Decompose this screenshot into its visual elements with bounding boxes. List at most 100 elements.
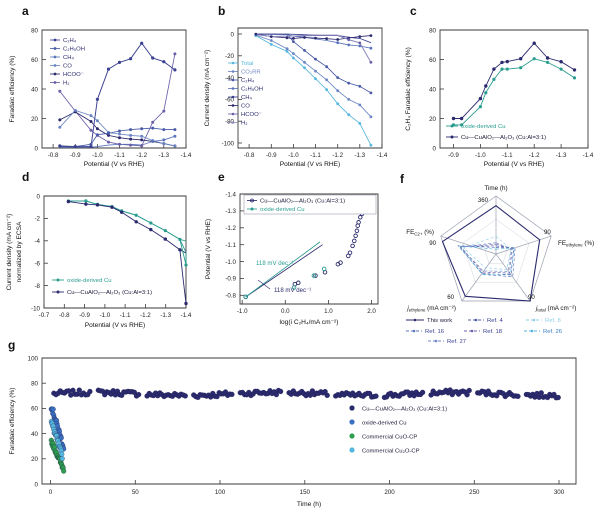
- svg-text:-0.9: -0.9: [266, 152, 277, 159]
- svg-text:50: 50: [132, 489, 139, 496]
- panel-c-label: c: [410, 4, 417, 18]
- svg-text:-60: -60: [225, 97, 235, 104]
- svg-text:80: 80: [429, 27, 436, 34]
- panel-c-axes: [439, 29, 589, 149]
- radar-max-bottom-right: 90: [528, 294, 535, 301]
- radar-axis-left: FEC2+ (%): [406, 229, 434, 237]
- panel-d-xlabel: Potential (V vs RHE): [85, 322, 145, 329]
- panel-g-points-oxide: [48, 406, 67, 452]
- legend-item-co2rr: CO₂RR: [241, 70, 261, 76]
- panel-e-ylabel: Potential (V vs RHE): [205, 219, 212, 279]
- panel-b-legend: Total CO₂RR C₂H₄ C₂H₅OH CH₄ CO HCOO⁻ H₂: [228, 61, 263, 127]
- legend-item-oxide-derived-cu: oxide-derived Cu: [362, 420, 407, 426]
- radar-max-bottom-left: 60: [447, 294, 454, 301]
- svg-text:-0.9: -0.9: [448, 152, 459, 159]
- panel-e-points-teal: [243, 266, 327, 300]
- panel-c-chart: -0.9 -1.0 -1.1 -1.2 -1.3 -1.4 0 20 40 60…: [405, 27, 594, 168]
- svg-text:-1.4: -1.4: [225, 191, 236, 198]
- legend-item-ch4: CH₄: [241, 95, 253, 101]
- legend-item-ch4: CH₄: [63, 55, 75, 61]
- panel-e-ytick-labels: -1.4 -1.3 -1.2 -1.1 -1.0 -0.9 -0.8: [225, 191, 236, 299]
- panel-b-series: [255, 33, 372, 146]
- panel-d-ylabel-line2: normalized by ECSA: [16, 221, 23, 282]
- panel-c-xlabel: Potential (V vs RHE): [484, 161, 544, 168]
- svg-text:-1.1: -1.1: [120, 312, 131, 319]
- legend-item-commercial-cuo-cp: Commercial CuO-CP: [362, 434, 417, 440]
- legend-item-oxide-derived-cu: oxide-derived Cu: [260, 207, 305, 213]
- svg-text:-0.7: -0.7: [39, 312, 50, 319]
- panel-e-tafel-lines: [245, 241, 323, 298]
- svg-text:-1.4: -1.4: [181, 152, 192, 159]
- svg-text:-0.9: -0.9: [70, 152, 81, 159]
- radar-axis-top: Time (h): [484, 185, 507, 192]
- svg-text:-0.9: -0.9: [225, 276, 236, 283]
- svg-text:-1.0: -1.0: [237, 308, 248, 315]
- legend-item-c2h4: C₂H₄: [63, 38, 77, 44]
- panel-b-label: b: [218, 4, 226, 18]
- svg-text:-1.2: -1.2: [136, 152, 147, 159]
- svg-text:150: 150: [300, 489, 311, 496]
- panel-e-xlabel: log(i C₂H₄/mA cm⁻²): [280, 319, 339, 326]
- svg-text:-0.8: -0.8: [48, 152, 59, 159]
- panel-c-ylabel: C₂H₄ Faradaic efficiency (%): [405, 47, 412, 131]
- panel-g-chart: 0 50 100 150 200 250 300 0 20 40 60 80 1…: [9, 355, 577, 508]
- panel-f: f: [392, 168, 600, 345]
- svg-text:-1.2: -1.2: [140, 312, 151, 319]
- svg-text:2.0: 2.0: [367, 308, 376, 315]
- svg-text:20: 20: [31, 456, 38, 463]
- panel-e-label: e: [218, 170, 225, 184]
- svg-text:80: 80: [31, 27, 38, 34]
- svg-text:20: 20: [31, 116, 38, 123]
- svg-text:-1.2: -1.2: [225, 225, 236, 232]
- svg-text:-8: -8: [34, 283, 40, 290]
- panel-d-label: d: [22, 170, 30, 184]
- svg-text:-10: -10: [31, 305, 41, 312]
- svg-text:0: 0: [433, 145, 437, 152]
- svg-text:-1.1: -1.1: [225, 242, 236, 249]
- svg-text:-1.4: -1.4: [377, 152, 388, 159]
- panel-d-xtick-labels: -0.7 -0.8 -0.9 -1.0 -1.1 -1.2 -1.3 -1.4: [39, 312, 192, 319]
- panel-a: a: [0, 0, 196, 168]
- svg-text:-2: -2: [34, 216, 40, 223]
- svg-text:20: 20: [429, 116, 436, 123]
- panel-b-xlabel: Potential (V vs RHE): [280, 161, 340, 168]
- panel-b-xtick-labels: -0.8 -0.9 -1.0 -1.1 -1.2 -1.3 -1.4: [244, 152, 388, 159]
- svg-text:60: 60: [31, 406, 38, 413]
- svg-text:-1.3: -1.3: [158, 152, 169, 159]
- svg-text:-1.3: -1.3: [354, 152, 365, 159]
- svg-text:100: 100: [215, 489, 226, 496]
- panel-f-label: f: [400, 172, 404, 186]
- panel-f-legend: This work Ref. 4 Ref. 8 Ref. 16 Ref. 18 …: [406, 318, 563, 345]
- svg-text:-80: -80: [225, 119, 235, 126]
- svg-text:80: 80: [31, 381, 38, 388]
- panel-d-legend: oxide-derived Cu Cu—CuAlO₂—Al₂O₃ (Cu:Al=…: [52, 278, 152, 296]
- panel-e-legend: Cu—CuAlO₂—Al₂O₃ (Cu:Al=3:1) oxide-derive…: [243, 194, 377, 215]
- panel-f-chart: Time (h) 360 FEethylene (%) 90 jtotal (m…: [406, 185, 594, 345]
- svg-text:60: 60: [31, 57, 38, 64]
- legend-item-co: CO: [63, 64, 72, 70]
- panel-e-axes: [239, 193, 379, 305]
- annotation-tafel-slope-2: 118 mV dec⁻¹: [274, 287, 311, 294]
- panel-a-chart: -0.8 -0.9 -1.0 -1.1 -1.2 -1.3 -1.4 0 20 …: [9, 27, 192, 168]
- panel-c-legend: oxide-derived Cu Cu—CuAlO₂—Al₂O₃ (Cu:Al=…: [446, 124, 546, 141]
- panel-d-chart: -0.7 -0.8 -0.9 -1.0 -1.1 -1.2 -1.3 -1.4 …: [6, 193, 192, 329]
- svg-text:250: 250: [469, 489, 480, 496]
- legend-item-total: Total: [241, 61, 253, 67]
- legend-item-c2h5oh: C₂H₅OH: [63, 47, 85, 53]
- legend-item-c2h4: C₂H₄: [241, 78, 255, 84]
- panel-g: g: [0, 336, 600, 511]
- legend-item-this-work: This work: [427, 318, 452, 324]
- panel-b-ylabel: Current density (mA cm⁻²): [204, 50, 211, 127]
- panel-e-chart: -1.0 0.0 1.0 2.0 -1.4 -1.3 -1.2 -1.1 -1.…: [205, 191, 379, 326]
- svg-text:-1.2: -1.2: [332, 152, 343, 159]
- legend-item-ref-8: Ref. 8: [545, 318, 561, 324]
- svg-text:-1.3: -1.3: [556, 152, 567, 159]
- legend-item-cu-cualo2-al2o3: Cu—CuAlO₂—Al₂O₃ (Cu:Al=3:1): [260, 199, 345, 205]
- legend-item-hcoo: HCOO⁻: [63, 72, 84, 78]
- panel-d-late-drop: [179, 239, 188, 304]
- legend-item-ref-27: Ref. 27: [447, 339, 466, 345]
- radar-axis-right: FEethylene (%): [558, 240, 594, 248]
- radar-max-right: 90: [544, 229, 551, 236]
- panel-a-label: a: [22, 4, 29, 18]
